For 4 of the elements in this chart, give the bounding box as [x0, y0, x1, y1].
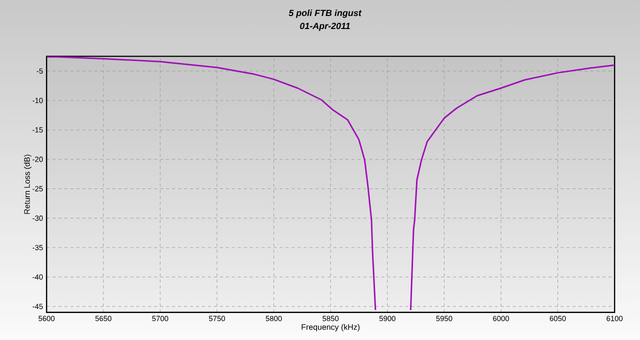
line-series: [46, 56, 376, 311]
line-series: [410, 64, 615, 311]
chart-title: 5 poli FTB ingust: [288, 10, 362, 18]
chart-subtitle: 01-Apr-2011: [300, 22, 350, 31]
